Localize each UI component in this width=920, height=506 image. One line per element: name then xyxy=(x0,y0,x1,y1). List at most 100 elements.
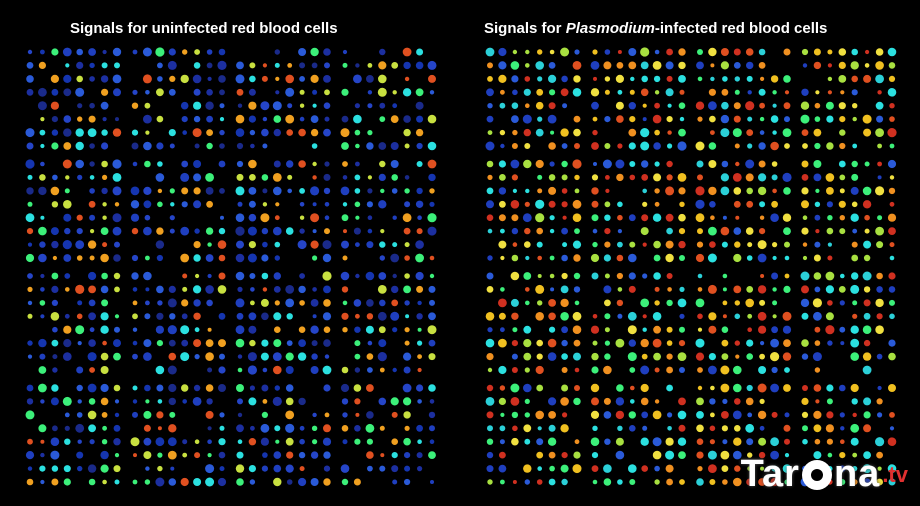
array-spot xyxy=(354,103,360,109)
array-spot xyxy=(487,103,493,109)
array-spot xyxy=(168,129,176,137)
array-spot xyxy=(616,115,624,123)
array-spot xyxy=(144,384,151,392)
array-spot xyxy=(801,339,809,347)
array-spot xyxy=(156,411,164,419)
array-spot xyxy=(272,396,282,406)
array-spot xyxy=(562,242,568,248)
array-spot xyxy=(63,128,72,137)
array-spot xyxy=(486,451,494,459)
array-spot xyxy=(561,272,568,280)
array-spot xyxy=(260,352,269,361)
array-spot xyxy=(102,215,107,220)
array-spot xyxy=(758,48,766,56)
array-spot xyxy=(262,143,268,149)
array-spot xyxy=(709,425,716,432)
array-spot xyxy=(888,272,896,280)
array-spot xyxy=(498,397,506,405)
array-spot xyxy=(416,187,423,195)
array-spot xyxy=(733,227,742,235)
array-spot xyxy=(132,161,138,167)
array-spot xyxy=(52,367,58,373)
array-spot xyxy=(249,339,256,347)
array-spot xyxy=(378,142,387,150)
array-spot xyxy=(354,438,361,445)
array-spot xyxy=(167,60,177,70)
array-spot xyxy=(696,451,704,459)
array-spot xyxy=(710,385,715,391)
array-spot xyxy=(722,439,728,445)
array-spot xyxy=(218,312,226,320)
array-spot xyxy=(759,398,765,404)
array-spot xyxy=(628,464,637,473)
array-spot xyxy=(560,464,569,473)
array-spot xyxy=(592,314,598,319)
array-spot xyxy=(757,383,767,393)
array-spot xyxy=(404,255,410,261)
array-spot xyxy=(628,214,636,222)
array-spot xyxy=(273,128,281,137)
array-spot xyxy=(40,314,45,319)
array-spot xyxy=(875,186,885,196)
array-spot xyxy=(248,241,256,249)
array-spot xyxy=(560,312,569,321)
array-spot xyxy=(548,397,557,406)
array-spot xyxy=(64,412,70,418)
array-spot xyxy=(887,159,897,169)
array-spot xyxy=(760,76,765,81)
array-spot xyxy=(194,49,201,55)
array-spot xyxy=(155,173,165,182)
array-spot xyxy=(157,452,163,458)
array-spot xyxy=(666,340,673,346)
array-spot xyxy=(182,49,188,55)
array-spot xyxy=(341,142,349,150)
array-spot xyxy=(666,174,673,181)
array-spot xyxy=(784,241,790,248)
array-spot xyxy=(603,285,612,294)
array-spot xyxy=(299,103,305,108)
array-spot xyxy=(274,425,281,432)
array-spot xyxy=(735,354,740,359)
array-spot xyxy=(285,410,295,420)
array-spot xyxy=(391,174,399,181)
array-spot xyxy=(340,128,350,138)
array-spot xyxy=(747,327,752,333)
array-spot xyxy=(144,479,151,485)
array-spot xyxy=(236,142,244,150)
array-spot xyxy=(249,273,256,279)
array-spot xyxy=(511,102,519,109)
array-spot xyxy=(863,74,872,83)
array-spot xyxy=(354,353,361,360)
array-spot xyxy=(101,88,109,96)
array-spot xyxy=(784,273,790,279)
array-spot xyxy=(378,326,386,334)
array-spot xyxy=(182,130,187,135)
array-spot xyxy=(851,398,858,405)
array-spot xyxy=(511,75,519,83)
array-spot xyxy=(746,187,753,195)
array-spot xyxy=(417,399,422,404)
array-spot xyxy=(379,299,386,307)
array-spot xyxy=(500,143,505,149)
array-spot xyxy=(102,174,108,180)
array-spot xyxy=(206,89,213,96)
array-spot xyxy=(652,213,662,222)
array-spot xyxy=(617,287,623,292)
title-infected-prefix: Signals for xyxy=(484,20,566,37)
array-spot xyxy=(169,143,175,149)
array-spot xyxy=(653,75,661,83)
array-spot xyxy=(193,62,201,69)
array-spot xyxy=(839,326,846,333)
array-spot xyxy=(640,47,650,57)
array-spot xyxy=(340,464,350,473)
array-spot xyxy=(560,128,569,137)
array-spot xyxy=(416,161,423,167)
array-spot xyxy=(746,200,754,208)
array-spot xyxy=(642,425,648,431)
array-spot xyxy=(801,187,809,195)
array-spot xyxy=(709,398,716,405)
array-spot xyxy=(547,114,557,124)
array-spot xyxy=(249,62,256,69)
array-spot xyxy=(27,313,33,319)
array-spot xyxy=(285,227,294,235)
